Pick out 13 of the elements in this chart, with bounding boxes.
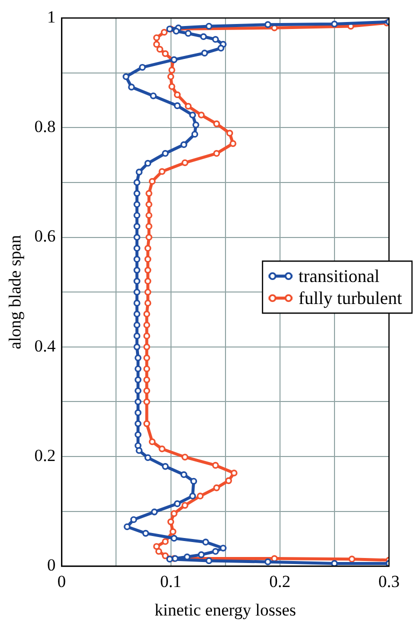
y-axis-title: along blade span xyxy=(6,234,25,350)
legend-label: transitional xyxy=(298,266,380,286)
y-tick-label: 0 xyxy=(47,556,56,575)
x-tick-label: 0.2 xyxy=(269,572,291,591)
y-tick-label: 0.6 xyxy=(34,226,56,246)
y-tick-label: 0.8 xyxy=(34,117,56,136)
y-tick-label: 0.2 xyxy=(34,446,56,466)
x-tick-label: 0.3 xyxy=(378,572,400,591)
y-tick-label: 0.4 xyxy=(34,336,56,356)
x-axis-title: kinetic energy losses xyxy=(154,600,296,620)
x-tick-label: 0.1 xyxy=(160,572,182,591)
y-tick-label: 1 xyxy=(47,7,56,26)
legend-label: fully turbulent xyxy=(298,288,402,308)
